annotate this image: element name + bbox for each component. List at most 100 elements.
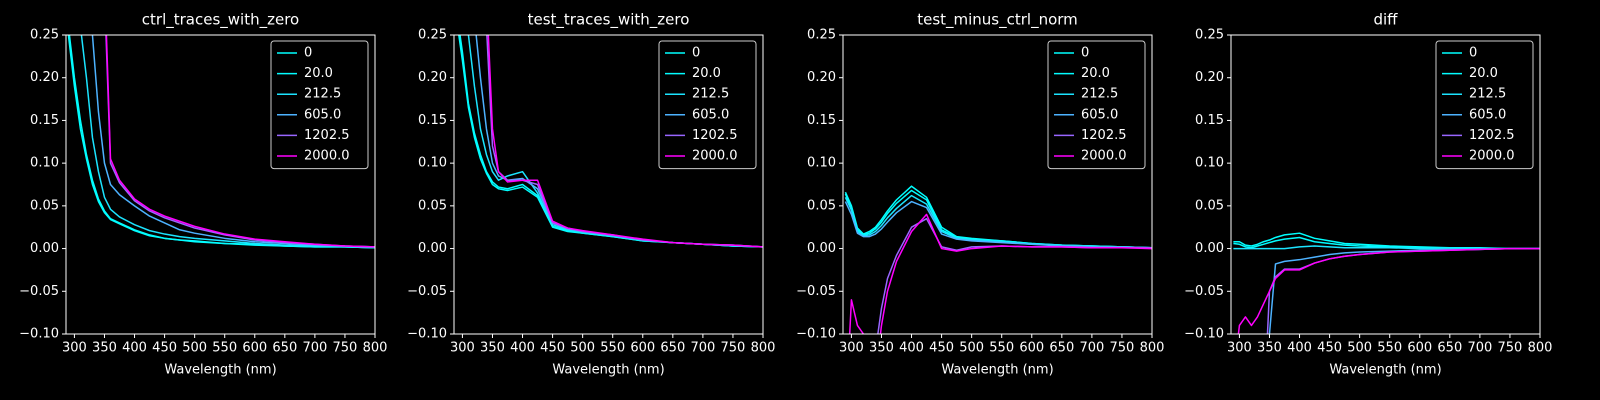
y-tick-label: −0.10 — [796, 327, 836, 342]
y-tick-label: 0.00 — [418, 241, 447, 256]
y-tick-label: 0.25 — [418, 28, 447, 43]
y-tick-label: 0.05 — [418, 198, 447, 213]
legend-label: 212.5 — [1081, 87, 1118, 102]
x-axis-label: Wavelength (nm) — [941, 363, 1053, 378]
data-line — [487, 35, 763, 248]
y-tick-label: 0.15 — [1195, 113, 1224, 128]
subplot: test_minus_ctrl_norm Wavelength (nm) −0.10… — [796, 11, 1164, 378]
data-line — [844, 200, 1152, 249]
y-tick-label: −0.05 — [1184, 284, 1224, 299]
y-tick-label: 0.00 — [807, 241, 836, 256]
axes-frame — [842, 34, 1153, 335]
y-tick-label: 0.10 — [418, 156, 447, 171]
y-tick-label: 0.05 — [1195, 198, 1224, 213]
data-line — [1268, 247, 1540, 334]
x-tick-label: 700 — [1079, 341, 1104, 356]
y-tick-label: −0.10 — [19, 327, 59, 342]
y-tick-label: 0.15 — [418, 113, 447, 128]
y-tick-label: −0.10 — [407, 327, 447, 342]
x-tick-label: 800 — [1528, 341, 1553, 356]
x-tick-label: 400 — [1287, 341, 1312, 356]
x-tick-label: 350 — [1257, 341, 1282, 356]
legend-label: 0 — [1081, 46, 1089, 61]
legend-label: 0 — [692, 46, 700, 61]
legend: 0 20.0 212.5 605.0 1202.5 2000.0 — [270, 40, 369, 170]
data-line — [80, 35, 375, 249]
data-line — [68, 35, 375, 249]
x-tick-label: 550 — [600, 341, 625, 356]
x-tick-label: 650 — [272, 341, 297, 356]
data-line — [1237, 247, 1540, 334]
x-tick-label: 450 — [929, 341, 954, 356]
plot-area — [1233, 232, 1540, 334]
legend: 0 20.0 212.5 605.0 1202.5 2000.0 — [1047, 40, 1146, 170]
chart-title: diff — [1373, 11, 1398, 29]
legend-label: 20.0 — [1081, 66, 1110, 81]
x-tick-label: 550 — [989, 341, 1014, 356]
legend-label: 212.5 — [1469, 87, 1506, 102]
x-tick-label: 450 — [540, 341, 565, 356]
x-tick-label: 650 — [1437, 341, 1462, 356]
x-tick-label: 350 — [869, 341, 894, 356]
y-tick-label: 0.20 — [807, 70, 836, 85]
x-tick-label: 800 — [751, 341, 776, 356]
x-tick-label: 750 — [1498, 341, 1523, 356]
legend-label: 212.5 — [304, 87, 341, 102]
legend-label: 212.5 — [692, 87, 729, 102]
subplot: ctrl_traces_with_zero Wavelength (nm) −0.1… — [19, 11, 388, 378]
y-tick-label: 0.20 — [1195, 70, 1224, 85]
y-tick-label: 0.10 — [1195, 156, 1224, 171]
legend-label: 2000.0 — [1081, 149, 1127, 164]
y-tick-label: −0.10 — [1184, 327, 1224, 342]
y-tick-label: −0.05 — [407, 284, 447, 299]
legend-label: 0 — [1469, 46, 1477, 61]
x-tick-label: 700 — [1467, 341, 1492, 356]
data-line — [105, 35, 375, 248]
legend-label: 2000.0 — [1469, 149, 1515, 164]
subplot: test_traces_with_zero Wavelength (nm) −0.1… — [407, 11, 776, 378]
legend-label: 1202.5 — [1081, 128, 1127, 143]
x-tick-label: 500 — [570, 341, 595, 356]
y-tick-label: 0.15 — [30, 113, 59, 128]
y-tick-label: 0.20 — [30, 70, 59, 85]
y-tick-label: −0.05 — [19, 284, 59, 299]
x-tick-label: 500 — [1347, 341, 1372, 356]
y-tick-label: 0.05 — [807, 198, 836, 213]
legend-label: 1202.5 — [304, 128, 350, 143]
axes-frame — [453, 34, 764, 335]
chart-title: ctrl_traces_with_zero — [142, 11, 299, 30]
subplot: diff Wavelength (nm) −0.10 −0.05 0.00 0.05 0.1… — [1184, 11, 1553, 378]
x-tick-label: 300 — [1227, 341, 1252, 356]
data-line — [848, 213, 1152, 334]
x-tick-label: 600 — [1407, 341, 1432, 356]
data-line — [91, 35, 375, 248]
x-axis-label: Wavelength (nm) — [1329, 363, 1441, 378]
y-tick-label: 0.00 — [30, 241, 59, 256]
legend: 0 20.0 212.5 605.0 1202.5 2000.0 — [1435, 40, 1534, 170]
axes-frame — [65, 34, 376, 335]
legend-label: 605.0 — [1081, 107, 1118, 122]
x-tick-label: 750 — [1110, 341, 1135, 356]
y-tick-label: 0.25 — [30, 28, 59, 43]
chart-title: test_traces_with_zero — [528, 11, 690, 30]
x-tick-label: 600 — [1019, 341, 1044, 356]
x-tick-label: 650 — [1049, 341, 1074, 356]
x-tick-label: 750 — [333, 341, 358, 356]
x-tick-label: 450 — [152, 341, 177, 356]
legend-label: 605.0 — [692, 107, 729, 122]
x-tick-label: 450 — [1317, 341, 1342, 356]
legend-label: 1202.5 — [692, 128, 738, 143]
legend-label: 605.0 — [304, 107, 341, 122]
x-tick-label: 800 — [363, 341, 388, 356]
chart-title: test_minus_ctrl_norm — [917, 11, 1078, 30]
x-tick-label: 600 — [630, 341, 655, 356]
legend-label: 2000.0 — [692, 149, 738, 164]
x-tick-label: 400 — [899, 341, 924, 356]
y-tick-label: 0.00 — [1195, 241, 1224, 256]
y-tick-label: 0.20 — [418, 70, 447, 85]
x-tick-label: 750 — [721, 341, 746, 356]
legend-label: 2000.0 — [304, 149, 350, 164]
x-tick-label: 350 — [92, 341, 117, 356]
